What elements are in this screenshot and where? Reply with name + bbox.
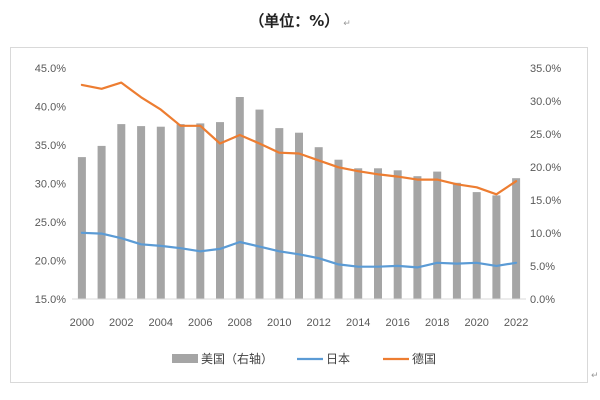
bar-2022 — [512, 178, 521, 299]
legend-swatch-usa — [172, 354, 198, 363]
chart-title: （单位：%） — [249, 12, 340, 30]
bar-2006 — [196, 123, 205, 300]
legend: 美国（右轴） 日本 德国 — [172, 351, 436, 366]
line-germany — [80, 81, 518, 196]
x-tick-label: 2018 — [425, 317, 449, 329]
bar-2001 — [97, 145, 106, 299]
bar-2007 — [216, 122, 224, 299]
right-y-tick-label: 25.0% — [530, 129, 561, 141]
left-y-tick-label: 25.0% — [35, 217, 66, 229]
chart-caption: （单位：%） ↵ — [0, 10, 600, 31]
x-tick-label: 2016 — [385, 317, 409, 329]
right-y-tick-label: 10.0% — [530, 228, 561, 240]
return-mark: ↵ — [343, 19, 351, 29]
bar-2002 — [117, 124, 126, 299]
bar-2012 — [314, 147, 323, 299]
x-tick-label: 2020 — [464, 317, 488, 329]
bar-2003 — [137, 126, 146, 299]
bar-2020 — [472, 192, 481, 299]
x-tick-label: 2014 — [346, 317, 370, 329]
bar-2004 — [156, 126, 165, 299]
bar-2014 — [354, 168, 363, 299]
x-tick-label: 2008 — [228, 317, 252, 329]
bar-2021 — [492, 195, 501, 299]
right-y-tick-label: 30.0% — [530, 96, 561, 108]
legend-label-japan: 日本 — [326, 352, 350, 366]
left-y-tick-label: 35.0% — [35, 140, 66, 152]
x-tick-label: 2004 — [149, 317, 173, 329]
left-y-tick-label: 30.0% — [35, 179, 66, 191]
bar-2011 — [295, 132, 303, 299]
legend-label-germany: 德国 — [412, 351, 436, 366]
x-tick-label: 2002 — [109, 317, 133, 329]
bar-2008 — [235, 97, 244, 299]
x-tick-label: 2006 — [188, 317, 212, 329]
bar-2018 — [433, 171, 442, 299]
bar-2017 — [413, 176, 422, 299]
bar-2013 — [334, 159, 343, 299]
left-y-tick-label: 15.0% — [35, 294, 66, 306]
x-tick-label: 2010 — [267, 317, 291, 329]
left-y-tick-label: 40.0% — [35, 102, 66, 114]
corner-return-mark: ↵ — [591, 371, 599, 381]
legend-label-usa: 美国（右轴） — [201, 351, 273, 366]
left-y-tick-label: 20.0% — [35, 256, 66, 268]
bar-2009 — [255, 109, 264, 299]
x-tick-label: 2012 — [306, 317, 330, 329]
chart-frame — [10, 47, 588, 383]
left-y-tick-label: 45.0% — [35, 63, 66, 75]
right-y-tick-label: 0.0% — [530, 294, 555, 306]
right-y-tick-label: 20.0% — [530, 162, 561, 174]
line-japan — [80, 231, 518, 269]
x-tick-label: 2022 — [504, 317, 528, 329]
line-series — [80, 81, 518, 269]
bar-2000 — [77, 157, 86, 299]
bar-2015 — [374, 168, 382, 299]
axes: 15.0% 20.0% 25.0% 30.0% 35.0% 40.0% 45.0% 0.0% 5… — [35, 63, 562, 329]
bar-2016 — [393, 170, 402, 299]
right-y-tick-label: 15.0% — [530, 195, 561, 207]
bar-2010 — [275, 128, 284, 299]
bar-2019 — [452, 182, 461, 299]
bar-series-usa — [77, 97, 521, 300]
bar-2005 — [176, 124, 185, 299]
right-y-tick-label: 5.0% — [530, 261, 555, 273]
x-tick-label: 2000 — [70, 317, 94, 329]
right-y-tick-label: 35.0% — [530, 63, 561, 75]
